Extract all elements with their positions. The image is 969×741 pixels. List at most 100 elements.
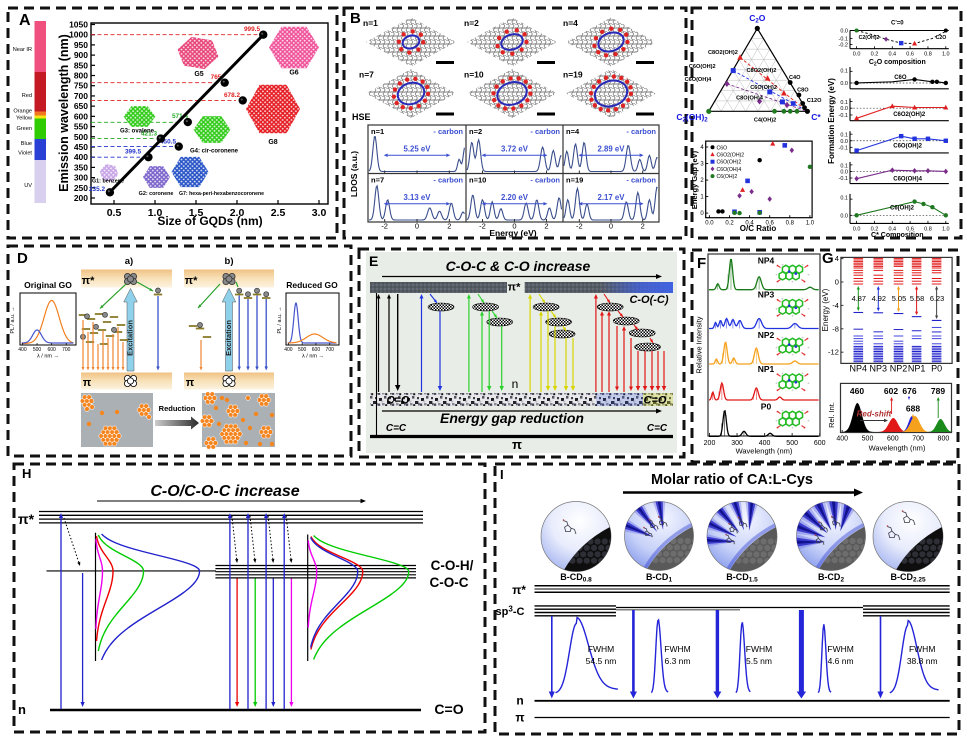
svg-text:C6O: C6O xyxy=(894,75,907,81)
svg-text:500: 500 xyxy=(298,347,307,353)
svg-text:π: π xyxy=(186,377,195,389)
svg-text:NP3: NP3 xyxy=(758,290,775,300)
svg-text:Molar ratio of CA:L-Cys: Molar ratio of CA:L-Cys xyxy=(651,472,813,488)
svg-text:C6O2(OH)2: C6O2(OH)2 xyxy=(717,153,745,159)
svg-text:3.0: 3.0 xyxy=(312,207,327,219)
svg-text:0: 0 xyxy=(512,222,516,231)
svg-text:0.6: 0.6 xyxy=(906,227,914,233)
svg-text:π*: π* xyxy=(508,282,521,294)
svg-text:b): b) xyxy=(225,256,234,267)
svg-text:200: 200 xyxy=(704,440,716,447)
svg-text:0.4: 0.4 xyxy=(888,52,896,58)
svg-text:-4: -4 xyxy=(832,301,839,310)
svg-text:NP2: NP2 xyxy=(890,364,908,374)
svg-text:Yellow: Yellow xyxy=(16,116,33,122)
svg-text:G8: G8 xyxy=(268,139,277,146)
svg-text:0.4: 0.4 xyxy=(888,227,896,233)
svg-text:FWHM: FWHM xyxy=(827,644,853,654)
svg-text:a): a) xyxy=(125,256,133,267)
svg-text:- carbon: - carbon xyxy=(433,176,463,185)
svg-text:C*: C* xyxy=(811,112,821,122)
svg-text:676: 676 xyxy=(902,386,916,396)
svg-text:1: 1 xyxy=(700,195,704,201)
svg-text:Blue: Blue xyxy=(21,141,32,147)
svg-text:C8O2(OH)2: C8O2(OH)2 xyxy=(746,68,776,74)
svg-text:0.6: 0.6 xyxy=(766,221,775,227)
svg-text:0.4: 0.4 xyxy=(745,221,754,227)
svg-text:C8O(OH)4: C8O(OH)4 xyxy=(736,96,764,102)
svg-text:Rel. Int.: Rel. Int. xyxy=(827,402,836,428)
svg-text:-2: -2 xyxy=(381,222,388,231)
svg-text:Wavelength (nm): Wavelength (nm) xyxy=(869,444,926,453)
svg-text:NP3: NP3 xyxy=(870,364,888,374)
svg-text:n: n xyxy=(512,377,519,391)
svg-text:2.5: 2.5 xyxy=(271,207,286,219)
svg-text:0: 0 xyxy=(700,211,704,217)
svg-text:0.2: 0.2 xyxy=(871,52,879,58)
svg-text:C2​O composition: C2​O composition xyxy=(869,59,926,68)
svg-text:460: 460 xyxy=(850,386,864,396)
svg-text:FWHM: FWHM xyxy=(746,644,772,654)
svg-text:600: 600 xyxy=(887,436,899,443)
svg-text:- carbon: - carbon xyxy=(626,127,656,136)
svg-text:0.0: 0.0 xyxy=(840,139,848,145)
svg-text:-0.1: -0.1 xyxy=(839,113,848,119)
svg-text:300: 300 xyxy=(731,440,743,447)
svg-text:π: π xyxy=(512,437,522,452)
svg-text:C=C: C=C xyxy=(647,423,668,434)
svg-text:Red: Red xyxy=(22,93,32,99)
svg-text:765: 765 xyxy=(211,74,222,81)
svg-text:0.0: 0.0 xyxy=(840,169,848,175)
svg-text:602: 602 xyxy=(884,386,898,396)
svg-text:A: A xyxy=(19,12,31,29)
svg-text:999.5: 999.5 xyxy=(244,26,260,33)
svg-text:UV: UV xyxy=(24,183,32,189)
svg-text:C6O(OH)2: C6O(OH)2 xyxy=(893,144,922,150)
svg-text:800: 800 xyxy=(74,71,88,81)
svg-text:Energy Gap (eV): Energy Gap (eV) xyxy=(690,150,699,209)
svg-text:750: 750 xyxy=(74,81,88,91)
svg-text:Violet: Violet xyxy=(18,151,32,157)
svg-text:Green: Green xyxy=(16,126,32,132)
svg-text:G1: benzene: G1: benzene xyxy=(92,179,124,185)
svg-text:D: D xyxy=(17,250,28,267)
svg-text:0.0: 0.0 xyxy=(840,29,848,35)
svg-text:C12O: C12O xyxy=(807,98,822,104)
svg-text:0.0: 0.0 xyxy=(840,81,848,87)
svg-text:2: 2 xyxy=(544,222,548,231)
svg-text:n: n xyxy=(516,694,523,708)
svg-text:C2​(OH)2​: C2​(OH)2​ xyxy=(676,112,708,124)
svg-text:B-CD0.8​: B-CD0.8​ xyxy=(560,572,592,584)
svg-text:0.5: 0.5 xyxy=(107,207,122,219)
svg-text:Excitation: Excitation xyxy=(126,320,135,356)
svg-text:700: 700 xyxy=(912,436,924,443)
svg-text:Formation Energy (eV): Formation Energy (eV) xyxy=(827,78,836,164)
svg-text:0: 0 xyxy=(609,222,613,231)
svg-text:800: 800 xyxy=(938,436,950,443)
svg-text:2: 2 xyxy=(700,178,704,184)
svg-text:C-O-C: C-O-C xyxy=(430,575,469,590)
svg-text:C=O: C=O xyxy=(434,701,463,717)
svg-text:C=O: C=O xyxy=(644,395,667,407)
svg-text:600: 600 xyxy=(74,111,88,121)
svg-text:π: π xyxy=(515,711,524,725)
svg-text:600: 600 xyxy=(312,347,321,353)
svg-text:700: 700 xyxy=(62,347,71,353)
svg-text:3.13 eV: 3.13 eV xyxy=(404,193,432,202)
svg-text:700: 700 xyxy=(74,91,88,101)
svg-text:B-CD1​: B-CD1​ xyxy=(646,572,673,584)
svg-text:900: 900 xyxy=(74,50,88,60)
svg-text:1050: 1050 xyxy=(69,19,88,29)
svg-text:6.3 nm: 6.3 nm xyxy=(665,656,691,666)
svg-text:3: 3 xyxy=(700,162,704,168)
svg-text:350: 350 xyxy=(74,162,88,172)
svg-text:850: 850 xyxy=(74,60,88,70)
svg-text:n=2: n=2 xyxy=(464,18,479,28)
svg-text:G: G xyxy=(822,250,834,267)
svg-text:n=1: n=1 xyxy=(363,18,378,28)
svg-text:1.0: 1.0 xyxy=(806,221,815,227)
svg-text:C6O: C6O xyxy=(717,145,728,151)
svg-text:571.4: 571.4 xyxy=(172,113,188,120)
svg-text:- carbon: - carbon xyxy=(530,127,560,136)
svg-text:π*: π* xyxy=(185,275,198,287)
